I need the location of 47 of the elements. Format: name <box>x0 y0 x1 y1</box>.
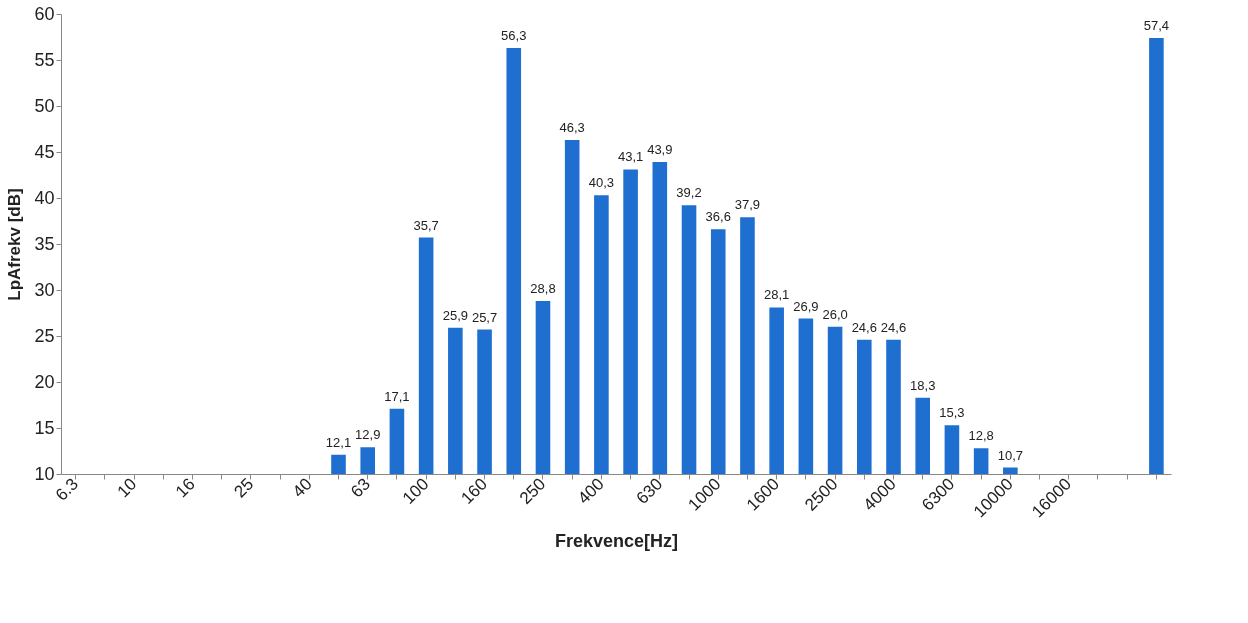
x-axis-title: Frekvence[Hz] <box>554 530 679 551</box>
x-tick-label: 400 <box>574 474 608 508</box>
y-tick-label: 40 <box>34 187 55 208</box>
x-tick-label: 630 <box>632 474 667 508</box>
data-label: 28,8 <box>530 281 556 297</box>
x-tick-label: 250 <box>515 474 550 508</box>
data-label: 26,0 <box>822 306 848 322</box>
x-tick-label: 40 <box>288 474 316 502</box>
data-label: 24,6 <box>851 319 877 335</box>
x-tick-label: 16 <box>172 474 199 502</box>
x-tick-label: 160 <box>457 474 491 508</box>
x-tick-label: 25 <box>230 474 258 502</box>
data-label: 12,1 <box>325 434 352 450</box>
x-tick-label: 10 <box>113 474 141 502</box>
data-label: 25,9 <box>442 307 468 323</box>
data-label: 24,6 <box>880 319 907 335</box>
data-label: 26,9 <box>793 298 819 314</box>
data-label: 36,6 <box>705 209 731 225</box>
y-tick-label: 60 <box>34 3 55 24</box>
y-tick-label: 30 <box>34 279 55 300</box>
y-tick-label: 25 <box>34 325 55 346</box>
data-label: 39,2 <box>676 185 702 201</box>
data-label: 18,3 <box>910 377 936 393</box>
data-label: 15,3 <box>939 405 965 421</box>
x-tick-label: 100 <box>399 474 433 508</box>
data-label: 35,7 <box>413 217 439 233</box>
y-tick-label: 50 <box>34 95 55 116</box>
y-tick-label: 20 <box>34 371 55 392</box>
data-label: 43,1 <box>617 149 644 165</box>
data-label: 56,3 <box>501 28 527 44</box>
data-label: 46,3 <box>559 120 585 136</box>
data-label: 10,7 <box>997 447 1023 463</box>
data-label: 37,9 <box>734 197 761 213</box>
y-tick-label: 15 <box>34 417 55 438</box>
y-axis-title: LpAfrekv [dB] <box>5 188 25 301</box>
x-tick-label: 63 <box>347 474 375 502</box>
y-tick-label: 55 <box>34 49 55 70</box>
data-label: 12,8 <box>968 428 994 444</box>
y-tick-label: 35 <box>34 233 55 254</box>
data-label: 17,1 <box>384 388 410 404</box>
data-label: 43,9 <box>647 142 673 158</box>
data-label: 57,4 <box>1143 17 1170 33</box>
data-label: 40,3 <box>588 175 615 191</box>
data-label: 28,1 <box>764 287 790 303</box>
data-label: 12,9 <box>355 427 381 443</box>
y-tick-label: 45 <box>34 141 55 162</box>
data-label: 25,7 <box>471 309 498 325</box>
